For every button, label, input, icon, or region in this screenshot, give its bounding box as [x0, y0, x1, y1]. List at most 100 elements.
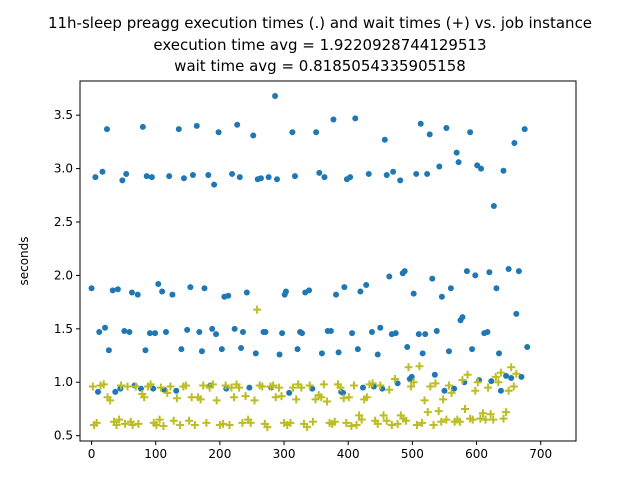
execution-time-point — [424, 170, 431, 177]
execution-time-point — [152, 330, 159, 337]
execution-time-point — [294, 346, 301, 353]
execution-time-point — [374, 351, 381, 358]
wait-time-point — [308, 417, 317, 426]
execution-time-point — [433, 327, 440, 334]
execution-time-point — [180, 175, 187, 182]
wait-time-point — [159, 422, 168, 431]
execution-time-point — [415, 331, 422, 338]
execution-time-point — [243, 289, 250, 296]
execution-time-point — [467, 129, 474, 136]
execution-time-point — [333, 291, 340, 298]
wait-time-point — [131, 382, 140, 391]
wait-time-point — [163, 388, 172, 397]
wait-time-point — [481, 415, 490, 424]
wait-time-point — [134, 419, 143, 428]
execution-time-point — [276, 351, 283, 358]
execution-time-point — [469, 346, 476, 353]
wait-time-point — [489, 415, 498, 424]
wait-time-point — [426, 382, 435, 391]
execution-time-point — [105, 347, 112, 354]
wait-time-point — [140, 393, 149, 402]
execution-time-point — [404, 343, 411, 350]
wait-time-point — [176, 420, 185, 429]
execution-time-point — [126, 329, 133, 336]
wait-time-point — [250, 396, 259, 405]
wait-time-point — [208, 380, 217, 389]
wait-time-point — [468, 415, 477, 424]
execution-time-point — [513, 310, 520, 317]
execution-time-point — [401, 268, 408, 275]
wait-time-point — [181, 381, 190, 390]
execution-time-point — [146, 330, 153, 337]
wait-time-point — [297, 383, 306, 392]
execution-time-point — [443, 125, 450, 132]
wait-time-point — [409, 378, 418, 387]
execution-time-point — [289, 129, 296, 136]
wait-time-point — [473, 378, 482, 387]
execution-time-point — [445, 348, 452, 355]
wait-time-point — [241, 392, 250, 401]
execution-time-point — [318, 350, 325, 357]
axes-frame — [79, 80, 577, 442]
wait-time-point — [311, 395, 320, 404]
wait-time-point — [339, 394, 348, 403]
execution-time-point — [279, 330, 286, 337]
execution-time-point — [352, 115, 359, 122]
execution-time-point — [123, 170, 130, 177]
wait-time-point — [117, 381, 126, 390]
execution-time-point — [282, 288, 289, 295]
execution-time-point — [365, 170, 372, 177]
wait-time-point — [253, 305, 262, 314]
execution-time-point — [453, 149, 460, 156]
execution-time-point — [431, 371, 438, 378]
execution-time-point — [347, 174, 354, 181]
execution-time-point — [96, 329, 103, 336]
wait-time-point — [303, 423, 312, 432]
execution-time-point — [484, 329, 491, 336]
wait-time-point — [344, 393, 353, 402]
execution-time-point — [205, 172, 212, 179]
execution-time-point — [273, 176, 280, 183]
execution-time-point — [459, 314, 466, 321]
title-line-1: 11h-sleep preagg execution times (.) and… — [48, 14, 592, 32]
execution-time-point — [88, 285, 95, 292]
execution-time-point — [159, 288, 166, 295]
wait-time-point — [391, 375, 400, 384]
wait-time-point — [128, 420, 137, 429]
execution-time-point — [272, 92, 279, 99]
wait-time-point — [146, 380, 155, 389]
execution-time-point — [321, 174, 328, 181]
wait-time-point — [502, 408, 511, 417]
execution-time-point — [262, 329, 269, 336]
execution-time-point — [239, 329, 246, 336]
wait-time-point — [442, 415, 451, 424]
execution-time-point — [114, 286, 121, 293]
execution-time-point — [193, 122, 200, 129]
wait-time-series — [88, 305, 521, 432]
execution-time-point — [286, 389, 293, 396]
y-axis: 0.5 1.0 1.5 2.0 2.5 3.0 3.5 — [54, 108, 80, 443]
wait-time-point — [504, 386, 513, 395]
wait-time-point — [382, 416, 391, 425]
wait-time-point — [476, 414, 485, 423]
execution-time-point — [410, 290, 417, 297]
wait-time-point — [202, 418, 211, 427]
execution-time-point — [419, 350, 426, 357]
execution-time-point — [198, 348, 205, 355]
wait-time-point — [323, 397, 332, 406]
wait-time-point — [352, 420, 361, 429]
execution-time-point — [518, 373, 525, 380]
execution-time-point — [357, 288, 364, 295]
wait-time-point — [227, 383, 236, 392]
execution-time-point — [313, 129, 320, 136]
wait-time-point — [407, 382, 416, 391]
execution-time-point — [306, 287, 313, 294]
execution-time-point — [134, 291, 141, 298]
execution-time-point — [142, 347, 149, 354]
execution-time-point — [231, 325, 238, 332]
execution-time-point — [94, 388, 101, 395]
x-tick-label: 500 — [401, 447, 424, 461]
wait-time-point — [420, 396, 429, 405]
execution-time-point — [246, 384, 253, 391]
